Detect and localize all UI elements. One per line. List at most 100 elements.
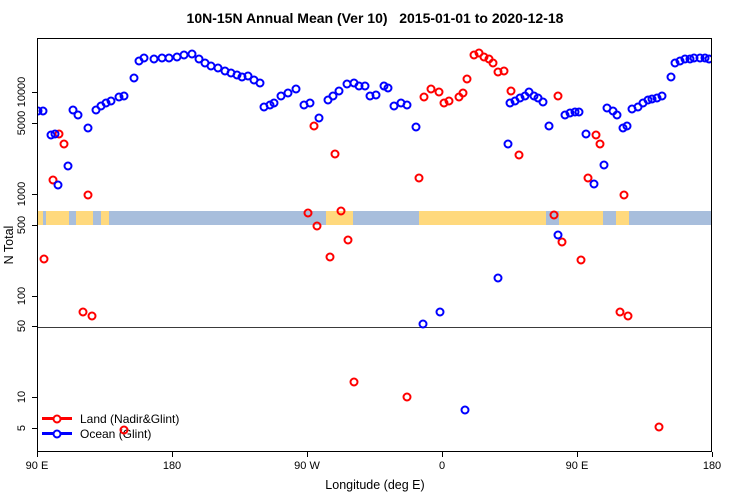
ocean-data-point [574, 107, 584, 117]
land-data-point [444, 96, 454, 106]
ocean-data-point [63, 161, 73, 171]
map-band-land-patch [615, 211, 629, 225]
legend-label-land: Land (Nadir&Glint) [80, 411, 180, 426]
land-data-point [48, 175, 58, 185]
legend-item-land: Land (Nadir&Glint) [42, 411, 179, 426]
y-axis-tick [32, 427, 37, 429]
ocean-data-point [538, 97, 548, 107]
ocean-data-point [291, 84, 301, 94]
y-axis-tick [32, 224, 37, 226]
y-axis-tick [32, 92, 37, 94]
ocean-data-point [418, 319, 428, 329]
ocean-data-point [334, 86, 344, 96]
ocean-data-point [73, 110, 83, 120]
x-axis-tick [172, 452, 173, 457]
land-data-point [619, 190, 629, 200]
x-axis-tick-label: 90 E [25, 460, 49, 472]
land-data-point [402, 392, 412, 402]
ocean-data-point [53, 180, 63, 190]
x-axis-title: Longitude (deg E) [325, 478, 425, 492]
ocean-data-point [704, 54, 711, 64]
land-data-point [312, 221, 322, 230]
map-band-land-patch [419, 211, 547, 225]
ocean-data-point [411, 122, 421, 132]
legend-item-ocean: Ocean (Glint) [42, 426, 179, 441]
ocean-data-point [360, 81, 370, 91]
ocean-data-point [139, 53, 149, 63]
ocean-data-point [328, 91, 338, 101]
land-data-point [343, 235, 353, 245]
land-data-point [59, 139, 69, 149]
land-data-point [458, 88, 468, 98]
ocean-data-point [493, 273, 503, 283]
y-axis-tick-label: 1000 [16, 181, 28, 207]
x-axis-tick-label: 180 [162, 460, 182, 472]
land-data-point [434, 87, 444, 97]
land-data-point [623, 311, 633, 321]
x-axis-tick [712, 452, 713, 457]
ocean-data-point [544, 121, 554, 131]
chart-title: 10N-15N Annual Mean (Ver 10) 2015-01-01 … [186, 10, 564, 26]
ocean-data-point [622, 121, 632, 131]
ocean-data-point [68, 105, 78, 115]
y-axis-tick [32, 326, 37, 328]
ocean-data-point [657, 91, 667, 101]
land-data-point [583, 173, 593, 183]
land-data-point [557, 237, 567, 247]
x-axis-tick [37, 452, 38, 457]
ocean-series-symbol [42, 426, 72, 441]
legend: Land (Nadir&Glint) Ocean (Glint) [42, 411, 179, 441]
land-data-point [488, 58, 498, 68]
land-data-point [83, 190, 93, 200]
ocean-data-point [187, 49, 197, 59]
land-data-point [615, 307, 625, 317]
ocean-data-point [38, 106, 48, 116]
ocean-circle-icon [52, 429, 62, 438]
map-band-land-patch [326, 211, 353, 225]
land-data-point [462, 74, 472, 84]
ocean-data-point [402, 100, 412, 110]
land-data-point [39, 254, 49, 264]
y-axis-tick [32, 295, 37, 297]
ocean-data-point [460, 405, 470, 415]
x-axis-tick-label: 90 E [565, 460, 589, 472]
y-axis-tick-label: 10000 [16, 76, 28, 108]
ocean-data-point [269, 98, 279, 108]
y-axis-tick-label: 5 [16, 424, 28, 431]
x-axis-tick-label: 90 W [294, 460, 320, 472]
y-axis-tick-label: 100 [16, 286, 28, 305]
map-band-land-patch [38, 211, 43, 225]
map-band-land-patch [101, 211, 109, 225]
x-axis-tick-label: 180 [702, 460, 722, 472]
land-data-point [419, 92, 429, 102]
land-data-point [506, 86, 515, 96]
land-data-point [325, 252, 335, 262]
land-data-point [553, 91, 563, 101]
ocean-data-point [106, 96, 116, 106]
x-axis-tick-label: 0 [438, 460, 446, 472]
reference-line [38, 327, 711, 329]
ocean-data-point [581, 129, 591, 139]
y-axis-title: N Total [2, 225, 16, 265]
ocean-data-point [666, 72, 676, 82]
land-data-point [595, 139, 605, 149]
y-axis-tick [32, 122, 37, 124]
map-band-land-patch [75, 211, 94, 225]
land-data-point [309, 121, 319, 131]
ocean-data-point [83, 123, 93, 133]
land-data-point [499, 66, 509, 76]
map-band-ocean [38, 211, 711, 225]
land-data-point [303, 208, 313, 218]
ocean-data-point [612, 110, 622, 120]
ocean-data-point [589, 179, 599, 189]
land-data-point [576, 255, 586, 265]
ocean-data-point [255, 78, 265, 88]
y-axis-tick [32, 193, 37, 195]
y-axis-tick-label: 10 [16, 391, 28, 404]
map-band-land-patch [45, 211, 70, 225]
land-data-point [414, 173, 424, 183]
x-axis-tick [442, 452, 443, 457]
x-axis-tick [307, 452, 308, 457]
ocean-data-point [129, 73, 139, 83]
ocean-data-point [314, 113, 324, 123]
